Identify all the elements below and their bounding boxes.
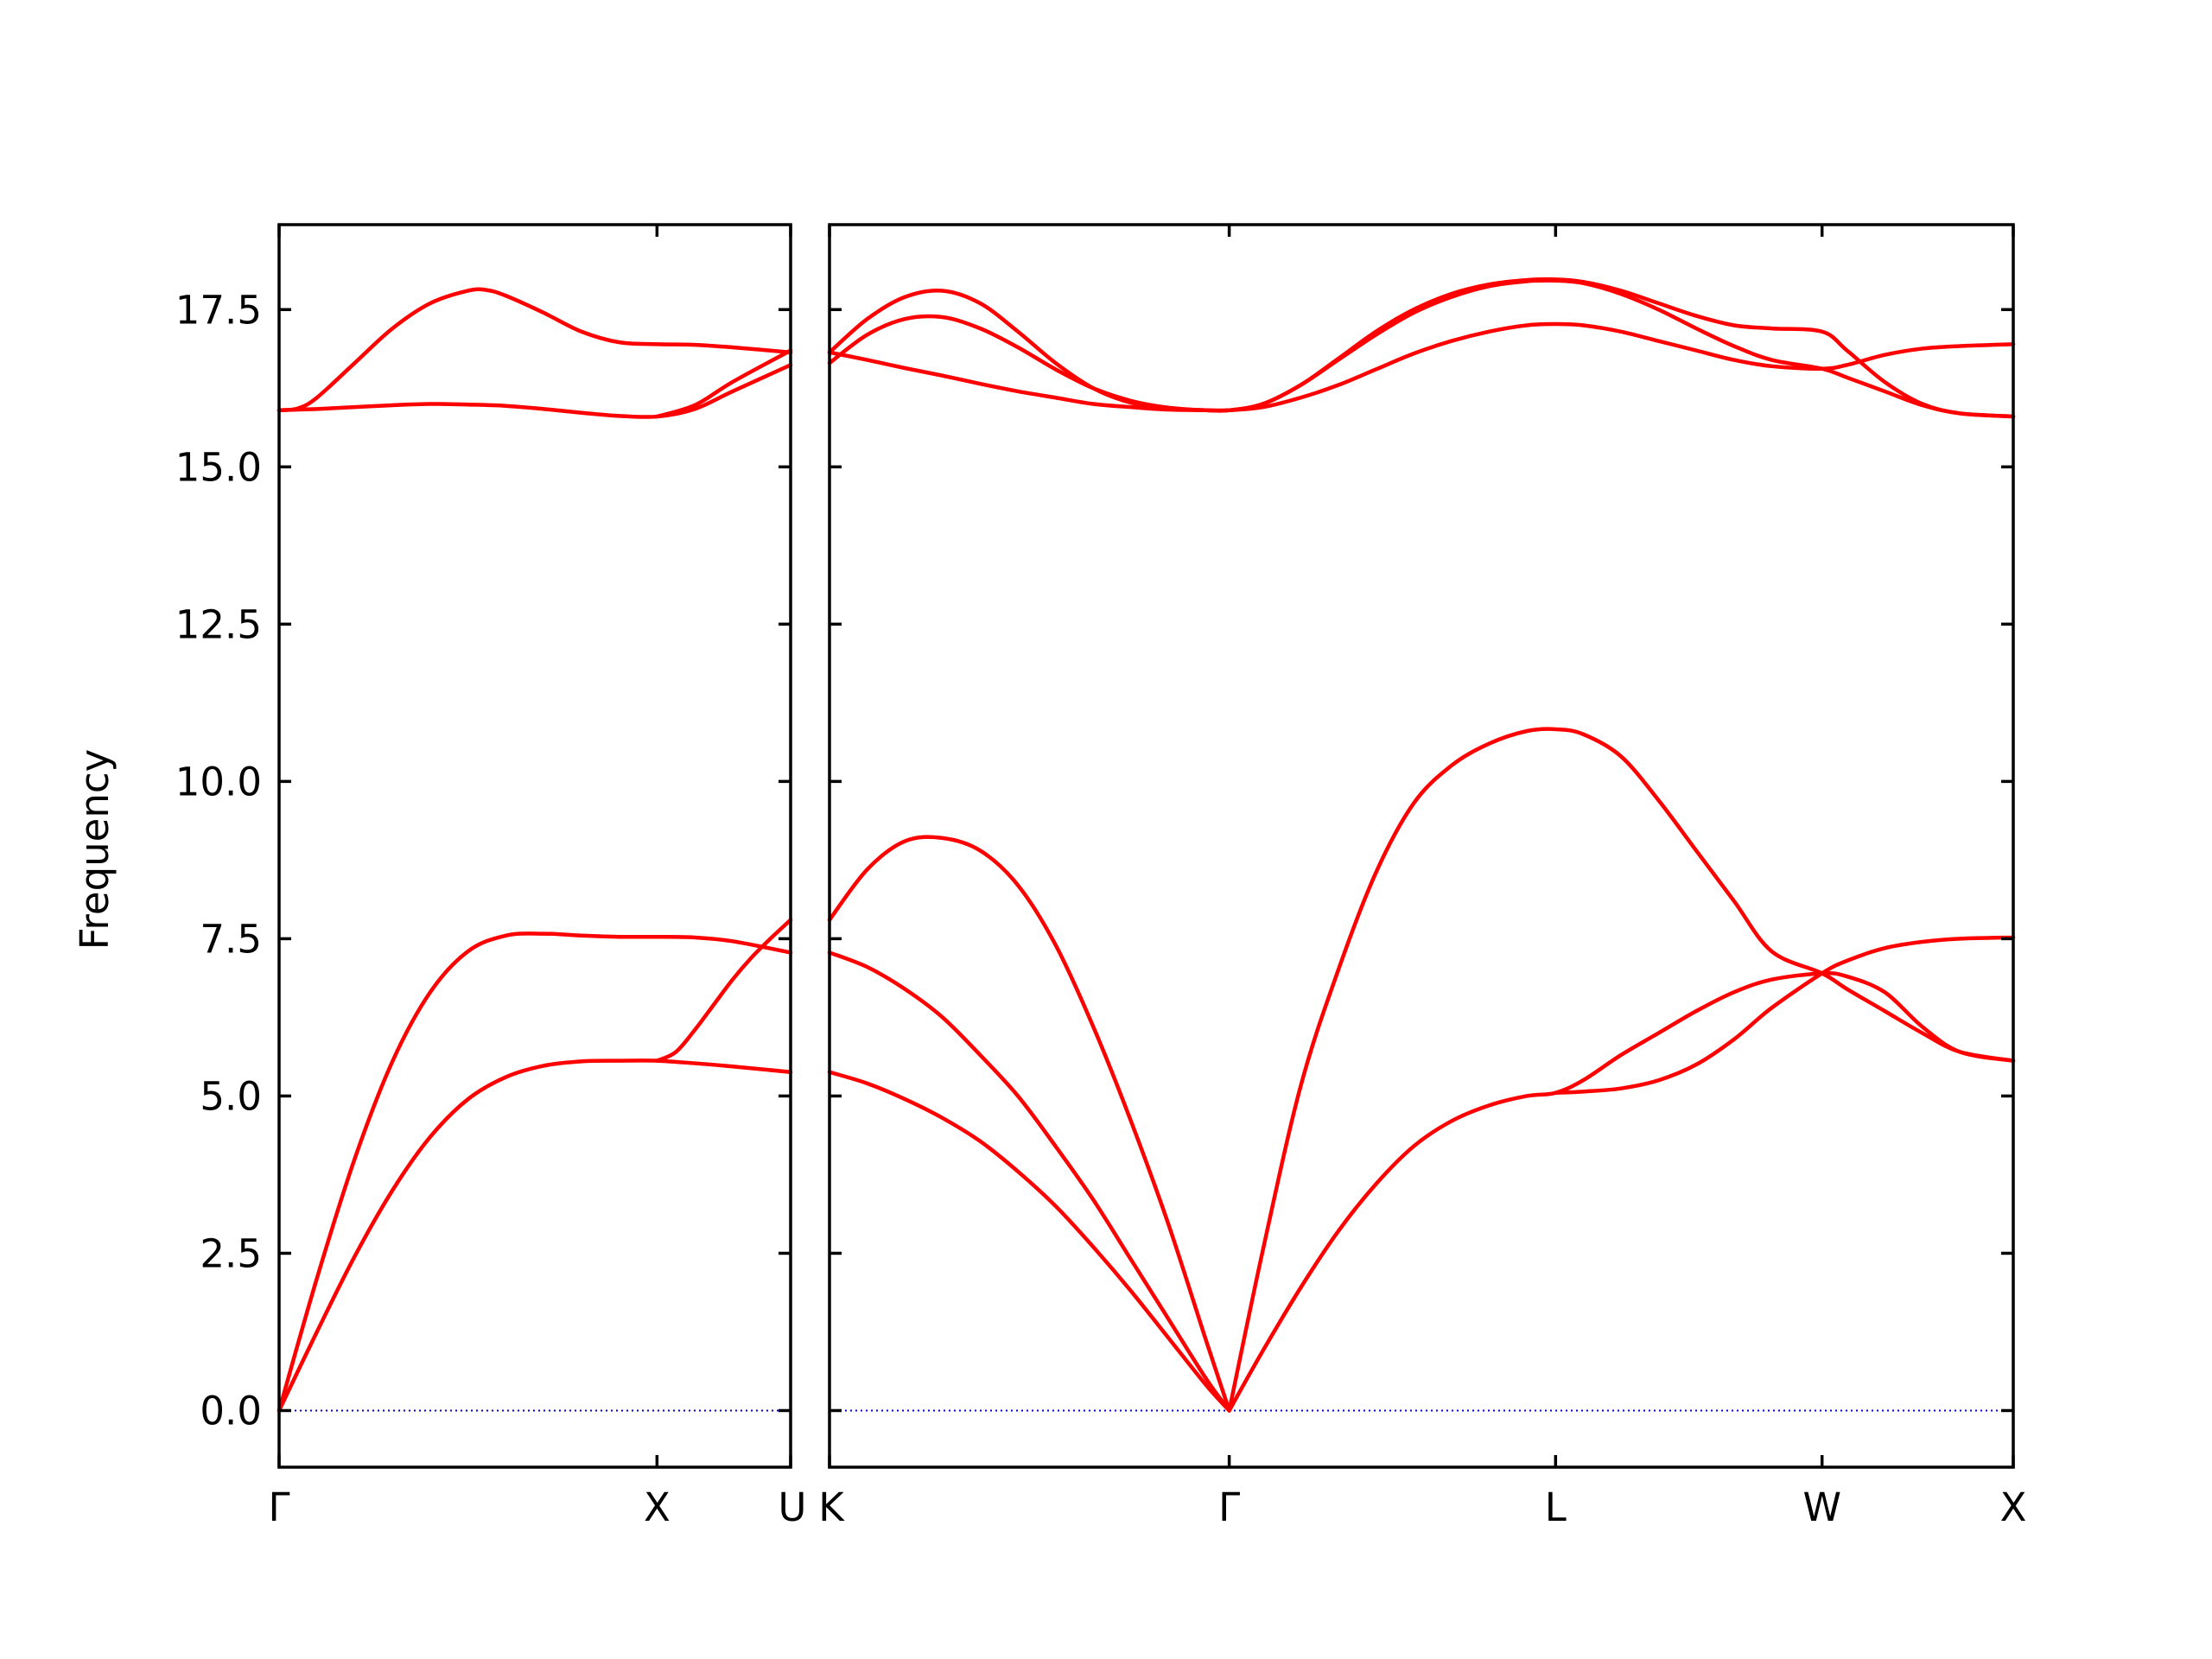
band-line-left-5 xyxy=(655,348,793,419)
y-tick-label: 7.5 xyxy=(200,916,262,962)
plot-area: 0.0 2.5 5.0 7.5 10.0 12.5 15.0 17.5 Γ X U K Γ L W X xyxy=(175,223,2027,1530)
band-line-right-5 xyxy=(1554,935,2016,1096)
y-tick-label: 5.0 xyxy=(200,1073,262,1119)
x-tick-label: Γ xyxy=(268,1484,289,1530)
y-axis-label: Frequency xyxy=(72,749,118,950)
y-tick-label: 2.5 xyxy=(200,1230,262,1276)
y-tick-label: 10.0 xyxy=(175,759,262,804)
band-line-right-1 xyxy=(827,950,1231,1413)
panel-frame xyxy=(277,223,792,1469)
x-tick-label: X xyxy=(2000,1484,2027,1530)
x-tick-label: L xyxy=(1545,1484,1567,1530)
y-tick-label: 0.0 xyxy=(200,1388,262,1433)
band-line-left-0 xyxy=(276,1058,793,1413)
y-tick-label: 15.0 xyxy=(175,444,262,490)
band-line-left-1 xyxy=(276,931,793,1413)
x-tick-label: W xyxy=(1802,1484,1841,1530)
band-line-right-7 xyxy=(827,278,2016,419)
band-line-right-8 xyxy=(827,276,2016,419)
band-line-left-4 xyxy=(276,287,793,413)
band-line-left-3 xyxy=(276,363,793,419)
band-line-left-2 xyxy=(655,918,793,1063)
band-line-right-2 xyxy=(827,1070,1231,1413)
x-tick-label: K xyxy=(818,1484,845,1530)
y-tick-label: 17.5 xyxy=(175,287,262,333)
x-tick-label: U xyxy=(779,1484,807,1530)
x-tick-label: X xyxy=(644,1484,671,1530)
panel-frame xyxy=(828,223,2015,1469)
x-tick-label: Γ xyxy=(1218,1484,1240,1530)
band-line-right-3 xyxy=(1227,727,2016,1413)
band-line-right-4 xyxy=(1227,970,2016,1413)
band-line-right-0 xyxy=(827,835,1231,1413)
y-tick-label: 12.5 xyxy=(175,601,262,647)
band-line-right-6 xyxy=(827,321,2016,413)
